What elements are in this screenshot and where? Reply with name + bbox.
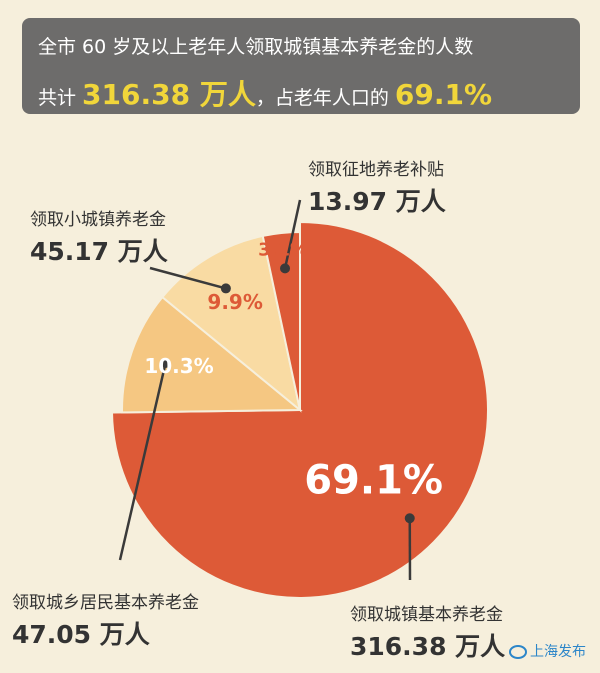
- callout-rural-resident: 领取城乡居民基本养老金 47.05 万人: [12, 588, 199, 651]
- callout-line-rural-resident: [118, 362, 167, 561]
- percent-label-small-town: 9.9%: [207, 290, 262, 314]
- percent-label-urban-basic: 69.1%: [304, 458, 443, 504]
- slice-value: 316.38 万人: [350, 632, 506, 661]
- callout-dot-rural-resident: [160, 357, 171, 368]
- title-line: 全市 60 岁及以上老年人领取城镇基本养老金的人数: [38, 36, 474, 58]
- title-banner: 全市 60 岁及以上老年人领取城镇基本养老金的人数 共计 316.38 万人，占…: [22, 18, 580, 114]
- footer-brand-text: 上海发布: [530, 644, 586, 660]
- slice-name: 领取城乡居民基本养老金: [12, 593, 199, 613]
- summary-line: 共计 316.38 万人，占老年人口的 69.1%: [38, 73, 492, 113]
- share-percent: 69.1%: [394, 78, 493, 111]
- summary-middle: ，占老年人口的: [255, 87, 395, 109]
- summary-prefix: 共计: [38, 87, 83, 109]
- callout-line-land-subsidy: [283, 199, 302, 269]
- callout-land-subsidy: 领取征地养老补贴 13.97 万人: [308, 155, 446, 218]
- callout-small-town: 领取小城镇养老金 45.17 万人: [30, 205, 168, 268]
- pie-slice-rural-resident: [121, 295, 303, 414]
- slice-name: 领取小城镇养老金: [30, 210, 166, 230]
- slice-name: 领取城镇基本养老金: [350, 605, 503, 625]
- callout-urban-basic: 领取城镇基本养老金 316.38 万人: [350, 600, 505, 663]
- percent-labels: 69.1% 10.3% 9.9% 3.1%: [144, 240, 443, 504]
- callout-line-small-town: [149, 266, 227, 290]
- slice-value: 47.05 万人: [12, 620, 150, 649]
- callout-dot-land-subsidy: [280, 263, 291, 274]
- wechat-icon: [509, 645, 527, 659]
- slice-value: 13.97 万人: [308, 187, 446, 216]
- percent-label-land-subsidy: 3.1%: [258, 240, 308, 261]
- footer-brand: 上海发布: [509, 641, 586, 661]
- callout-lines: [118, 199, 415, 581]
- percent-label-rural-resident: 10.3%: [144, 354, 213, 378]
- slice-name: 领取征地养老补贴: [308, 160, 444, 180]
- total-count: 316.38 万人: [82, 78, 256, 111]
- slice-value: 45.17 万人: [30, 237, 168, 266]
- pie-slice-land-subsidy: [261, 230, 301, 411]
- pie-slices: [111, 220, 489, 599]
- callout-dot-urban-basic: [404, 513, 415, 524]
- callout-dot-small-town: [220, 283, 231, 294]
